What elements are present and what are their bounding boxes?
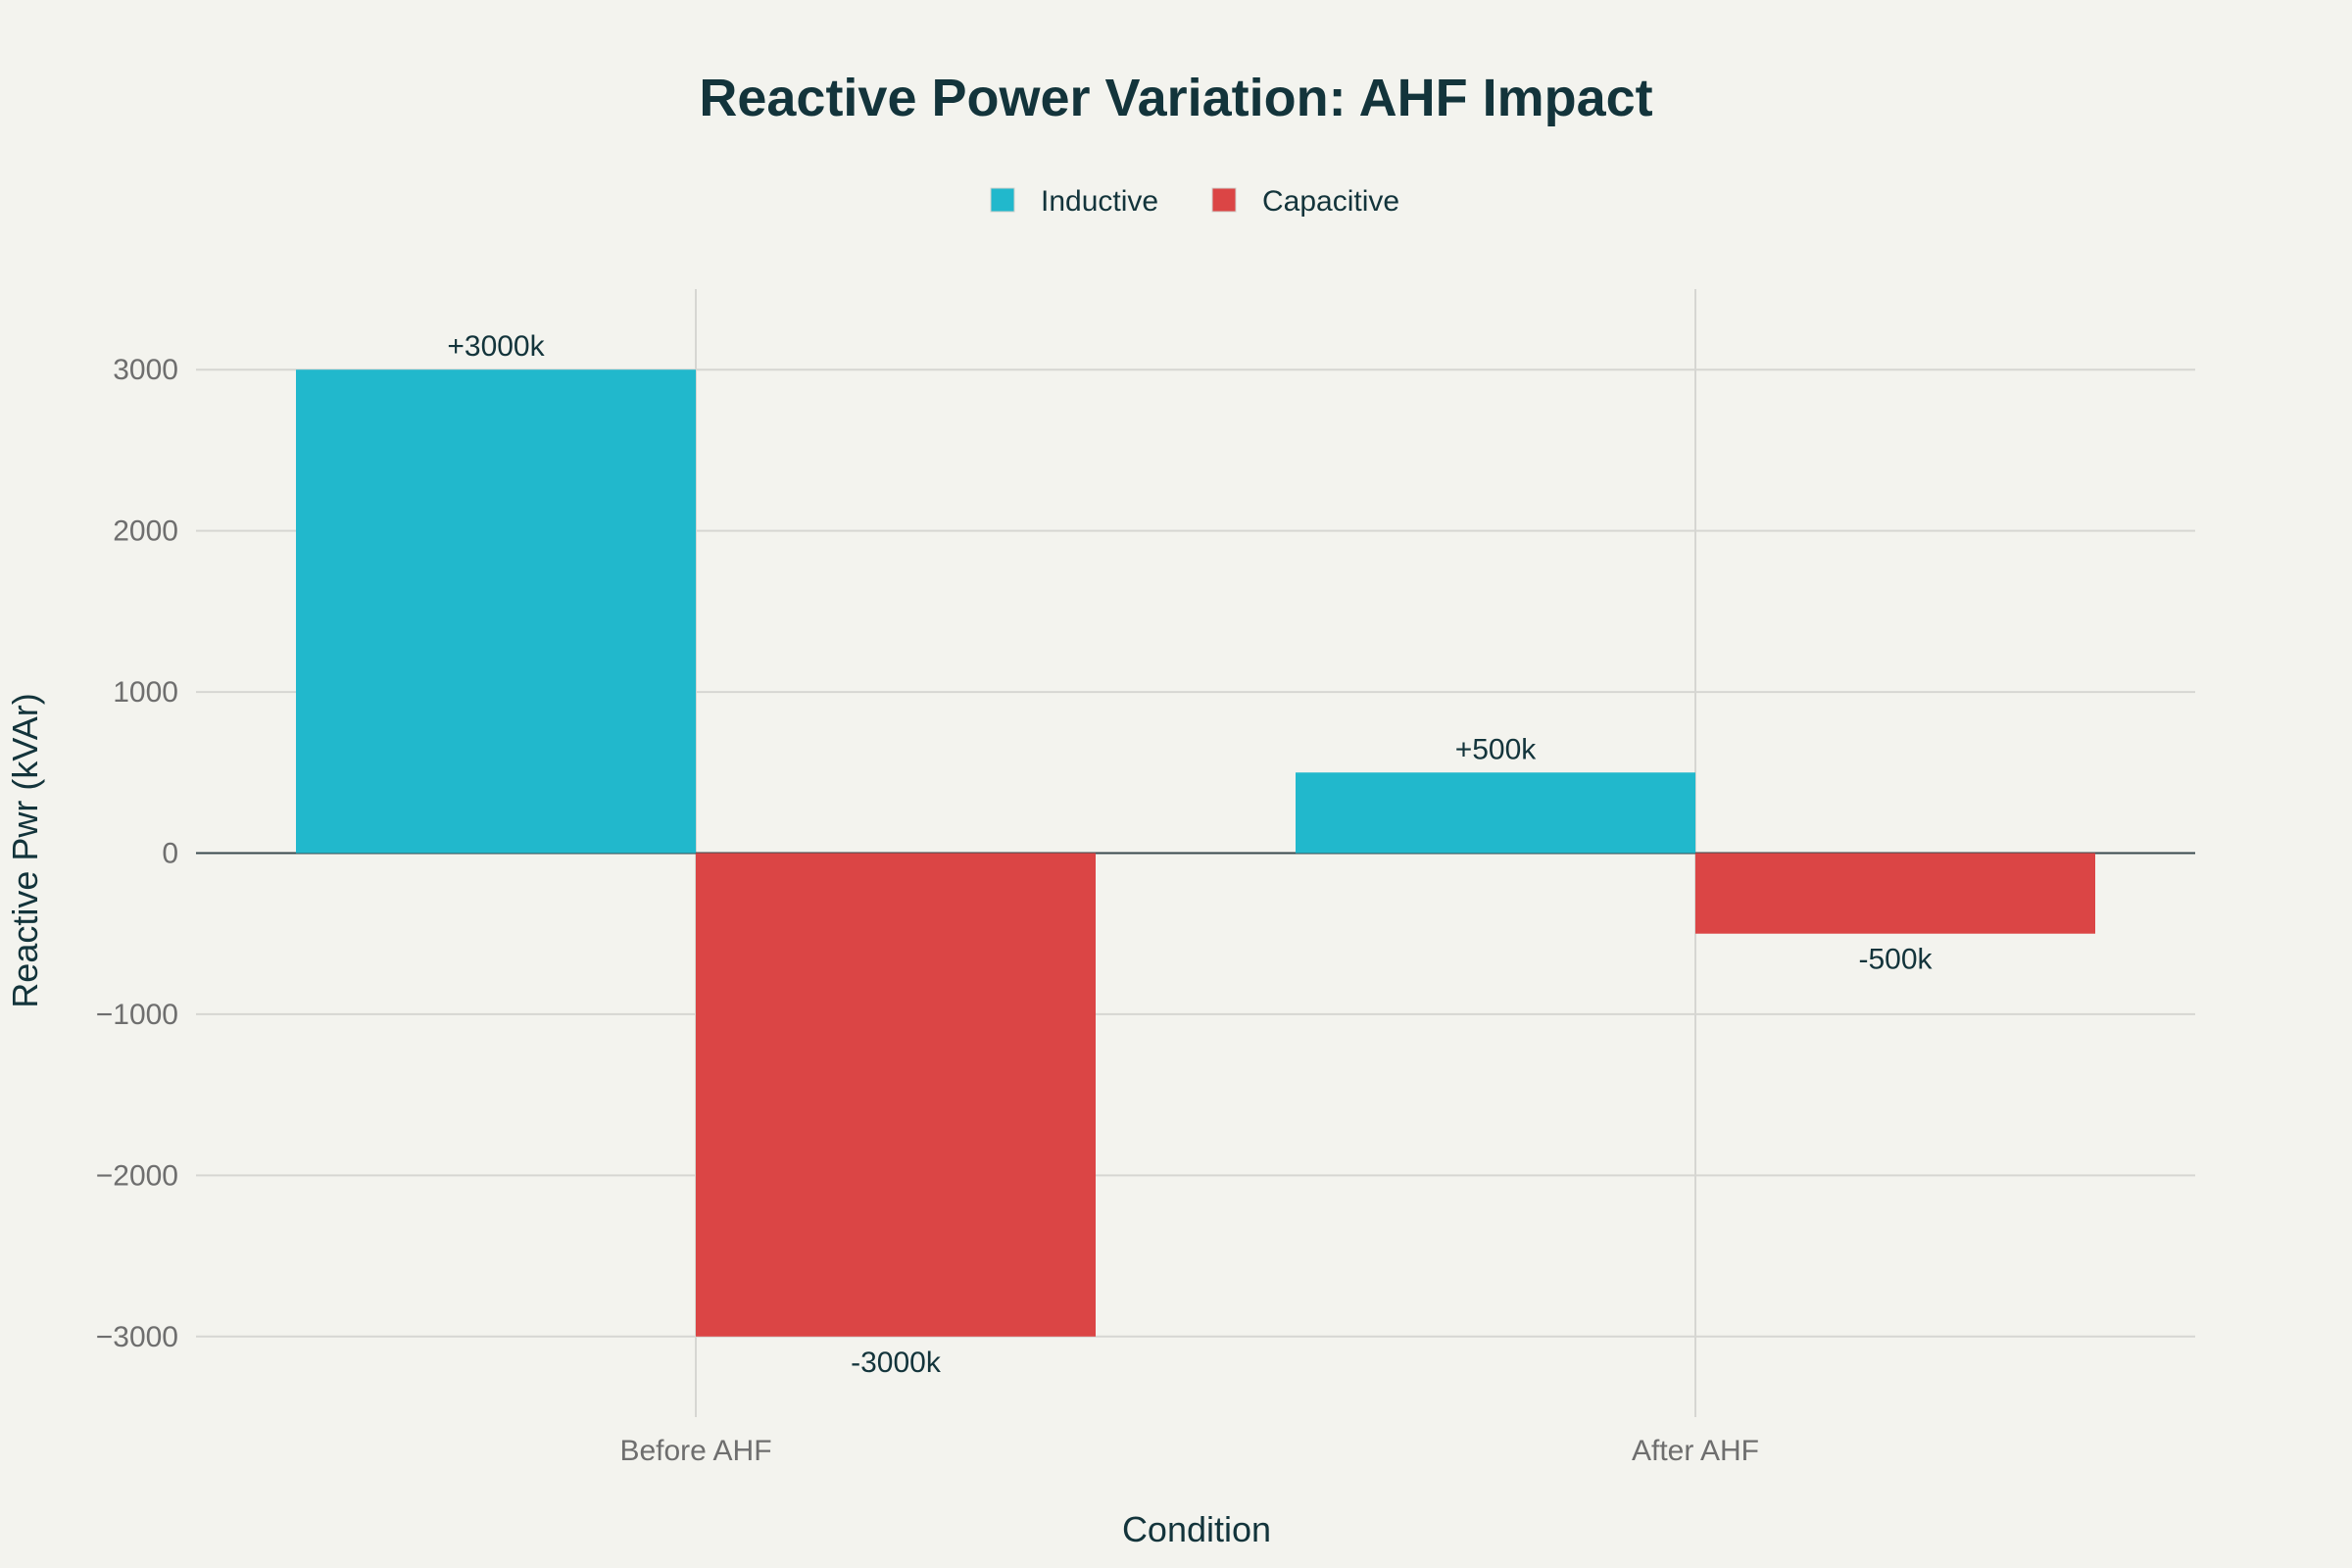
bars — [296, 369, 2095, 1337]
y-tick-label: −3000 — [96, 1321, 178, 1353]
y-tick-label: 2000 — [113, 515, 178, 548]
data-label: +500k — [1455, 733, 1538, 765]
x-tick-label: Before AHF — [619, 1435, 771, 1467]
bar-inductive — [1296, 772, 1695, 854]
bar-inductive — [296, 369, 696, 854]
y-axis-label: Reactive Pwr (kVAr) — [5, 693, 45, 1007]
legend-swatch-capacitive — [1211, 187, 1237, 213]
legend-label: Capacitive — [1262, 185, 1399, 218]
y-axis-ticks: 3000 2000 1000 0 −1000 −2000 −3000 — [96, 354, 178, 1353]
legend-label: Inductive — [1041, 185, 1158, 218]
bar-capacitive — [1695, 853, 2095, 934]
data-labels: +3000k +500k -3000k -500k — [447, 330, 1933, 1379]
legend-swatch-inductive — [990, 187, 1015, 213]
y-tick-label: 0 — [162, 838, 178, 870]
legend: Inductive Capacitive — [990, 185, 1399, 218]
chart-title: Reactive Power Variation: AHF Impact — [699, 69, 1652, 127]
data-label: +3000k — [447, 330, 545, 363]
x-axis-ticks: Before AHF After AHF — [619, 1435, 1759, 1467]
bar-capacitive — [696, 853, 1096, 1337]
data-label: -3000k — [851, 1347, 942, 1379]
x-tick-label: After AHF — [1632, 1435, 1759, 1467]
x-axis-label: Condition — [1122, 1509, 1271, 1549]
data-label: -500k — [1858, 944, 1933, 976]
y-tick-label: 1000 — [113, 676, 178, 709]
y-tick-label: −1000 — [96, 999, 178, 1031]
y-tick-label: 3000 — [113, 354, 178, 386]
y-tick-label: −2000 — [96, 1159, 178, 1192]
